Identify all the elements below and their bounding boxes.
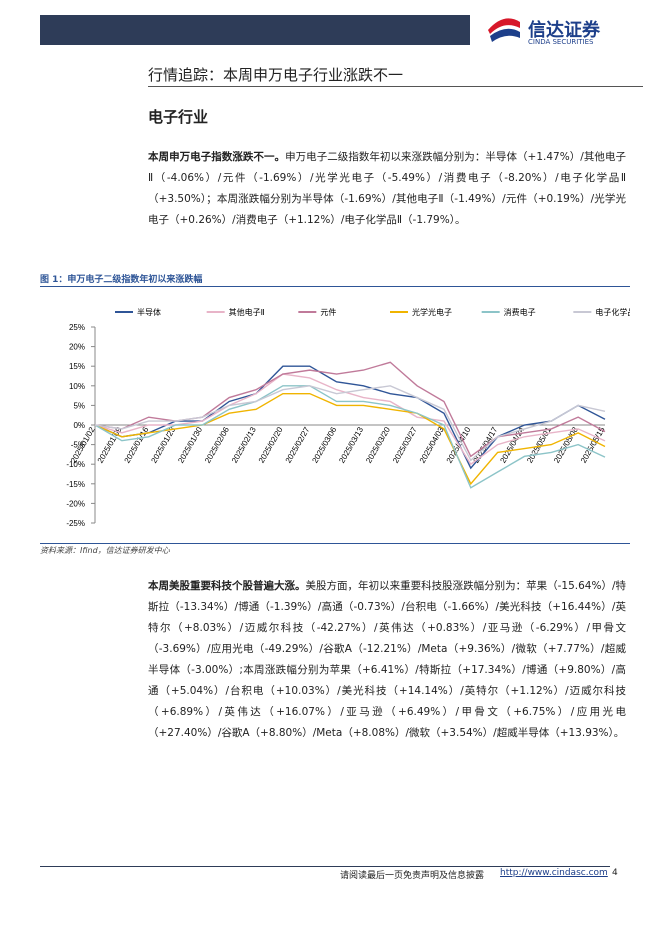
x-tick-label: 2025/02/13 bbox=[230, 425, 258, 465]
y-tick-label: 15% bbox=[69, 362, 85, 371]
header-bar bbox=[40, 15, 470, 45]
y-tick-label: -10% bbox=[66, 460, 85, 469]
legend-label: 消费电子 bbox=[504, 307, 536, 317]
y-tick-label: 0% bbox=[73, 421, 85, 430]
rule bbox=[148, 86, 643, 87]
x-tick-label: 2025/03/13 bbox=[337, 425, 365, 465]
series-line bbox=[94, 392, 606, 486]
subsection-title: 电子行业 bbox=[148, 108, 209, 126]
legend-label: 半导体 bbox=[137, 307, 161, 317]
paragraph: 本周美股重要科技个股普遍大涨。美股方面，年初以来重要科技股涨跌幅分别为：苹果（-… bbox=[148, 576, 626, 744]
x-tick-label: 2025/04/03 bbox=[418, 425, 446, 465]
logo-icon bbox=[488, 18, 520, 42]
x-tick-label: 2025/01/30 bbox=[176, 425, 204, 465]
para-lead: 本周申万电子指数涨跌不一。 bbox=[148, 151, 286, 163]
x-tick-label: 2025/03/20 bbox=[364, 425, 392, 465]
para-lead: 本周美股重要科技个股普遍大涨。 bbox=[148, 580, 306, 592]
series-line bbox=[94, 385, 606, 462]
footer-disclaimer: 请阅读最后一页免责声明及信息披露 bbox=[340, 871, 485, 881]
para-text: 美股方面，年初以来重要科技股涨跌幅分别为：苹果（-15.64%）/特斯拉（-13… bbox=[148, 580, 626, 739]
footer-url[interactable]: http://www.cindasc.com bbox=[500, 868, 608, 878]
paragraph: 本周申万电子指数涨跌不一。申万电子二级指数年初以来涨跌幅分别为：半导体（+1.4… bbox=[148, 147, 626, 231]
page-number: 4 bbox=[612, 868, 618, 878]
x-tick-label: 2025/02/20 bbox=[257, 425, 285, 465]
rule bbox=[40, 286, 630, 287]
section-title: 行情追踪：本周申万电子行业涨跌不一 bbox=[148, 66, 404, 84]
y-tick-label: -5% bbox=[71, 441, 85, 450]
y-tick-label: 25% bbox=[69, 323, 85, 332]
logo-en: CINDA SECURITIES bbox=[528, 38, 594, 46]
x-tick-label: 2025/03/27 bbox=[391, 425, 419, 465]
legend-label: 电子化学品Ⅱ bbox=[595, 307, 630, 317]
legend-label: 元件 bbox=[320, 307, 336, 317]
y-tick-label: -15% bbox=[66, 480, 85, 489]
series-line bbox=[94, 385, 606, 489]
logo-cn: 信达证券 bbox=[528, 20, 600, 41]
footer-rule bbox=[40, 866, 610, 867]
legend-label: 光学光电子 bbox=[412, 307, 452, 317]
y-tick-label: 5% bbox=[73, 401, 85, 410]
x-tick-label: 2025/02/27 bbox=[284, 425, 312, 465]
source: 资料来源：Ifind，信达证券研发中心 bbox=[40, 546, 170, 555]
y-tick-label: -25% bbox=[66, 519, 85, 528]
legend-label: 其他电子Ⅱ bbox=[229, 307, 265, 317]
x-tick-label: 2025/03/06 bbox=[310, 425, 338, 465]
y-tick-label: 20% bbox=[69, 343, 85, 352]
para-text: 申万电子二级指数年初以来涨跌幅分别为：半导体（+1.47%）/其他电子Ⅱ（-4.… bbox=[148, 151, 626, 226]
chart: 25% 20% 15% 10% 5% 0% -5% -10% -15% -20% -25% 2025/… bbox=[66, 307, 630, 528]
x-tick-label: 2025/02/06 bbox=[203, 425, 231, 465]
y-tick-label: 10% bbox=[69, 382, 85, 391]
rule bbox=[40, 543, 630, 544]
y-tick-label: -20% bbox=[66, 499, 85, 508]
chart-caption: 图 1：申万电子二级指数年初以来涨跌幅 bbox=[40, 275, 203, 285]
